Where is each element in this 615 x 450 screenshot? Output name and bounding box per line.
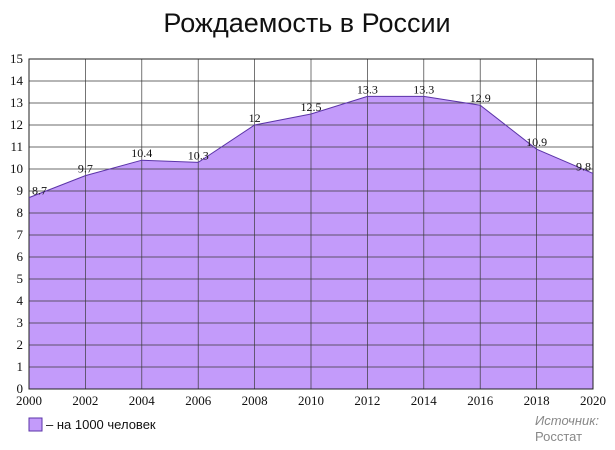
data-label: 10.4 xyxy=(131,146,152,160)
legend: – на 1000 человек xyxy=(28,417,156,432)
x-tick-label: 2012 xyxy=(354,393,380,408)
x-tick-label: 2018 xyxy=(524,393,550,408)
x-axis-tick-labels: 2000 2002 2004 2006 2008 2010 2012 2014 2016 2018… xyxy=(16,393,606,408)
x-tick-label: 2008 xyxy=(242,393,268,408)
legend-swatch xyxy=(28,417,43,432)
y-tick-label: 7 xyxy=(17,227,24,242)
y-tick-label: 15 xyxy=(10,51,23,66)
series-line-path xyxy=(28,95,594,199)
data-label: 9.8 xyxy=(576,159,591,173)
x-tick-label: 2002 xyxy=(72,393,98,408)
plot-frame xyxy=(28,58,594,390)
data-label: 12.5 xyxy=(301,100,322,114)
y-tick-label: 10 xyxy=(10,161,23,176)
x-tick-label: 2014 xyxy=(411,393,438,408)
y-tick-label: 6 xyxy=(17,249,24,264)
source-note: Источник: Росстат xyxy=(535,413,599,444)
y-tick-label: 11 xyxy=(10,139,23,154)
data-label: 12.9 xyxy=(470,91,491,105)
y-tick-label: 4 xyxy=(17,293,24,308)
x-tick-label: 2004 xyxy=(129,393,156,408)
x-tick-label: 2006 xyxy=(185,393,212,408)
source-label: Источник: xyxy=(535,413,599,428)
y-tick-label: 3 xyxy=(17,315,24,330)
chart-title: Рождаемость в России xyxy=(163,8,450,38)
x-tick-label: 2010 xyxy=(298,393,324,408)
x-tick-label: 2020 xyxy=(580,393,606,408)
frame-rect xyxy=(28,58,594,390)
y-tick-label: 13 xyxy=(10,95,23,110)
y-tick-label: 2 xyxy=(17,337,24,352)
data-label: 13.3 xyxy=(413,82,434,96)
series-line xyxy=(28,95,594,199)
data-label: 10.3 xyxy=(188,148,209,162)
source-value: Росстат xyxy=(535,429,582,444)
legend-label: – на 1000 человек xyxy=(46,417,156,432)
data-label: 13.3 xyxy=(357,82,378,96)
x-tick-label: 2000 xyxy=(16,393,42,408)
data-label: 9.7 xyxy=(78,162,93,176)
data-label: 10.9 xyxy=(526,135,547,149)
y-tick-label: 8 xyxy=(17,205,24,220)
y-tick-label: 0 xyxy=(17,381,24,396)
y-tick-label: 1 xyxy=(17,359,24,374)
data-label: 8.7 xyxy=(32,184,47,198)
data-labels: 8.7 9.7 10.4 10.3 12 12.5 13.3 13.3 12.9 10.9 9.8 xyxy=(32,82,591,197)
y-tick-label: 9 xyxy=(17,183,24,198)
data-label: 12 xyxy=(249,111,261,125)
x-tick-label: 2016 xyxy=(467,393,494,408)
y-tick-label: 5 xyxy=(17,271,24,286)
y-tick-label: 14 xyxy=(10,73,24,88)
y-tick-label: 12 xyxy=(10,117,23,132)
